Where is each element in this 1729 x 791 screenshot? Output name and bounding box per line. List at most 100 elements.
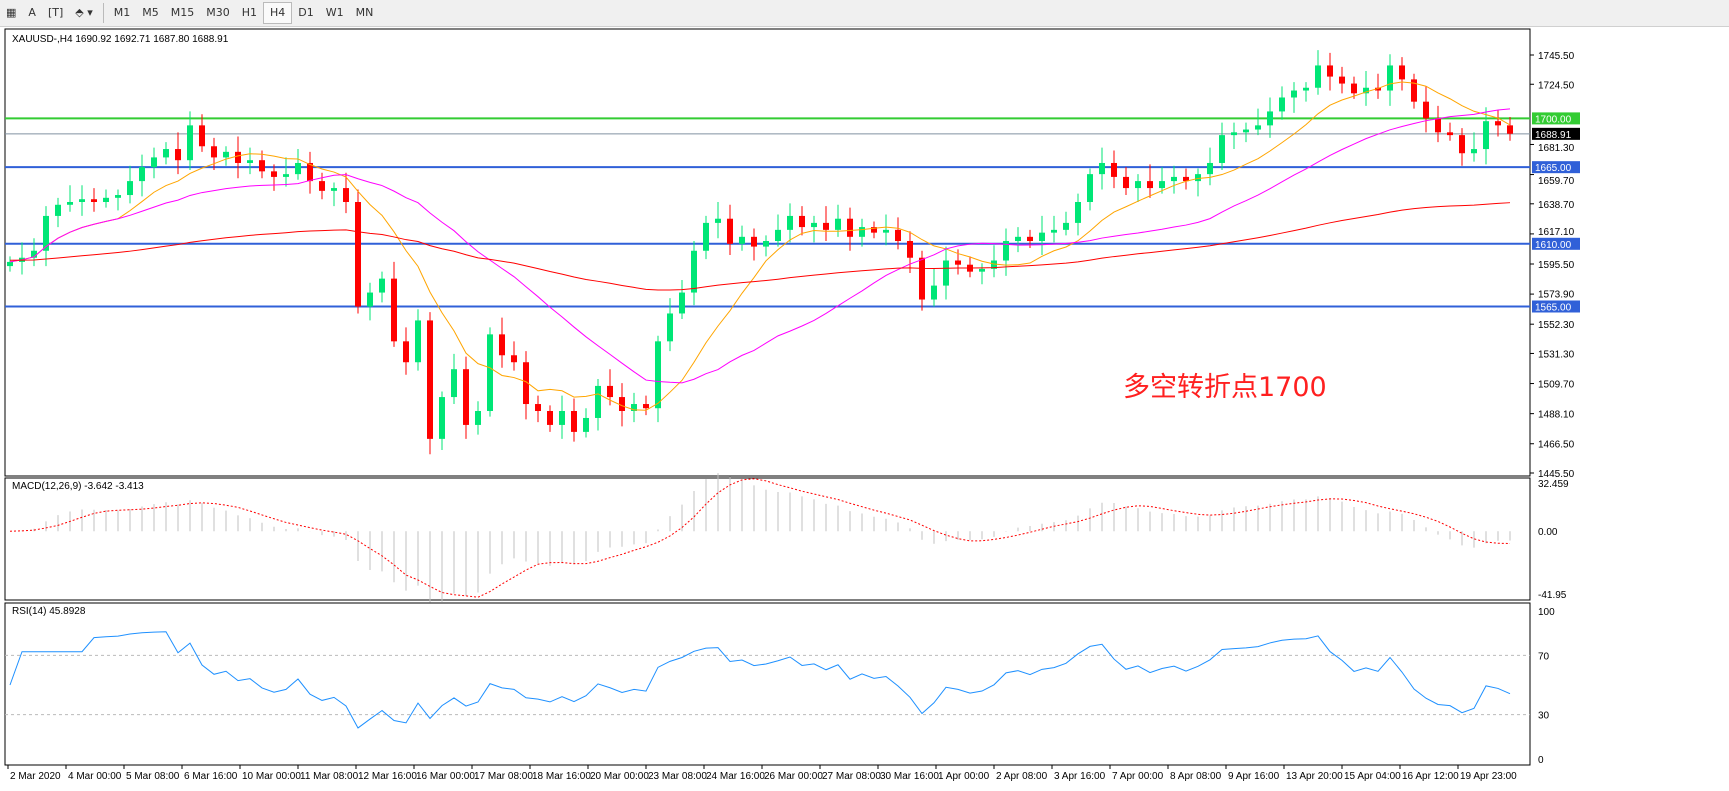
candle-bull bbox=[451, 369, 457, 398]
grid-icon[interactable]: ▦ bbox=[6, 6, 17, 19]
candle-bull bbox=[715, 218, 721, 223]
macd-pane bbox=[4, 477, 1531, 601]
time-label: 11 Mar 08:00 bbox=[300, 771, 359, 782]
candle-bull bbox=[1291, 90, 1297, 98]
candle-bear bbox=[1111, 162, 1117, 177]
candle-bull bbox=[931, 285, 937, 300]
timeframe-m1[interactable]: M1 bbox=[113, 6, 131, 19]
candle-bull bbox=[223, 151, 229, 158]
candle-bear bbox=[1375, 87, 1381, 91]
time-label: 13 Apr 20:00 bbox=[1286, 771, 1343, 782]
level-tag-label: 1700.00 bbox=[1535, 114, 1572, 125]
time-label: 2 Apr 08:00 bbox=[996, 771, 1048, 782]
timeframe-w1[interactable]: W1 bbox=[325, 6, 344, 19]
time-label: 4 Mar 00:00 bbox=[68, 771, 122, 782]
candle-bull bbox=[7, 261, 13, 267]
price-tick-label: 1659.70 bbox=[1538, 176, 1575, 187]
candle-bull bbox=[835, 218, 841, 230]
candle-bull bbox=[763, 241, 769, 247]
time-label: 18 Mar 16:00 bbox=[532, 771, 591, 782]
chart-area[interactable]: XAUUSD-,H4 1690.92 1692.71 1687.80 1688.… bbox=[0, 27, 1729, 791]
candle-bear bbox=[355, 201, 361, 307]
candle-bull bbox=[1195, 174, 1201, 182]
macd-tick: 0.00 bbox=[1538, 527, 1558, 538]
candle-bear bbox=[391, 278, 397, 342]
time-label: 23 Mar 08:00 bbox=[648, 771, 707, 782]
candle-bull bbox=[295, 162, 301, 175]
candle-bear bbox=[799, 215, 805, 228]
candle-bear bbox=[403, 341, 409, 363]
candle-bear bbox=[211, 146, 217, 158]
candle-bull bbox=[679, 292, 685, 314]
time-label: 7 Apr 00:00 bbox=[1112, 771, 1164, 782]
level-tag bbox=[1532, 161, 1580, 174]
candle-bear bbox=[907, 241, 913, 258]
candle-bull bbox=[631, 404, 637, 411]
level-tag bbox=[1532, 112, 1580, 125]
candle-bear bbox=[271, 171, 277, 177]
timeframe-m30[interactable]: M30 bbox=[206, 6, 230, 19]
time-label: 24 Mar 16:00 bbox=[706, 771, 765, 782]
rsi-tick: 30 bbox=[1538, 711, 1550, 722]
candle-bear bbox=[1507, 125, 1513, 134]
time-label: 15 Apr 04:00 bbox=[1344, 771, 1401, 782]
candle-bull bbox=[667, 313, 673, 342]
candle-bull bbox=[1483, 121, 1489, 150]
level-tag bbox=[1532, 237, 1580, 250]
candle-bear bbox=[571, 410, 577, 432]
rsi-tick: 70 bbox=[1538, 651, 1550, 662]
candle-bear bbox=[175, 149, 181, 161]
candle-bull bbox=[331, 188, 337, 191]
text-a-icon[interactable]: A bbox=[28, 6, 36, 19]
rsi-tick: 100 bbox=[1538, 607, 1555, 618]
candle-bull bbox=[775, 229, 781, 242]
text-label-icon[interactable]: [T] bbox=[47, 6, 64, 19]
timeframe-h4[interactable]: H4 bbox=[263, 2, 293, 24]
candle-bull bbox=[943, 260, 949, 286]
candle-bear bbox=[847, 218, 853, 237]
candle-bull bbox=[1243, 129, 1249, 133]
macd-tick: 32.459 bbox=[1538, 479, 1569, 490]
candle-bull bbox=[1219, 135, 1225, 163]
timeframe-d1[interactable]: D1 bbox=[298, 6, 314, 19]
candle-bull bbox=[1471, 149, 1477, 154]
candle-bull bbox=[247, 160, 253, 163]
ma-fast-line bbox=[9, 81, 1511, 411]
time-label: 12 Mar 16:00 bbox=[358, 771, 417, 782]
candle-bear bbox=[91, 199, 97, 202]
candle-bear bbox=[307, 162, 313, 182]
candle-bull bbox=[1387, 65, 1393, 91]
candle-bull bbox=[703, 222, 709, 251]
timeframe-mn[interactable]: MN bbox=[355, 6, 374, 19]
time-label: 1 Apr 00:00 bbox=[938, 771, 990, 782]
candle-bull bbox=[1087, 174, 1093, 202]
candle-bull bbox=[163, 149, 169, 158]
time-label: 19 Apr 23:00 bbox=[1460, 771, 1517, 782]
timeframe-h1[interactable]: H1 bbox=[241, 6, 258, 19]
timeframe-m15[interactable]: M15 bbox=[170, 6, 195, 19]
arrows-icon[interactable]: ⬘ ▾ bbox=[75, 6, 93, 19]
annotation-text: 多空转折点1700 bbox=[1123, 372, 1327, 403]
current-price-label: 1688.91 bbox=[1535, 130, 1572, 141]
candle-bull bbox=[811, 222, 817, 228]
candle-bear bbox=[511, 355, 517, 363]
time-label: 10 Mar 00:00 bbox=[242, 771, 301, 782]
toolbar: ▦ A [T] ⬘ ▾ M1 M5 M15 M30 H1 H4 D1 W1 MN bbox=[0, 0, 1729, 27]
time-label: 16 Mar 00:00 bbox=[416, 771, 475, 782]
main-pane bbox=[4, 28, 1531, 477]
ma-slow-line bbox=[9, 202, 1511, 291]
ma-mid-line bbox=[9, 108, 1511, 384]
candle-bear bbox=[547, 410, 553, 425]
candle-bull bbox=[859, 227, 865, 237]
candle-bear bbox=[1123, 176, 1129, 189]
candle-bear bbox=[1351, 83, 1357, 94]
candle-bear bbox=[751, 236, 757, 247]
candle-bear bbox=[1339, 76, 1345, 84]
candle-bull bbox=[1171, 176, 1177, 182]
candle-bull bbox=[739, 236, 745, 244]
candle-bull bbox=[367, 292, 373, 307]
candle-bear bbox=[955, 260, 961, 265]
timeframe-m5[interactable]: M5 bbox=[142, 6, 159, 19]
candle-bull bbox=[1099, 162, 1105, 175]
candle-bull bbox=[1135, 181, 1141, 189]
